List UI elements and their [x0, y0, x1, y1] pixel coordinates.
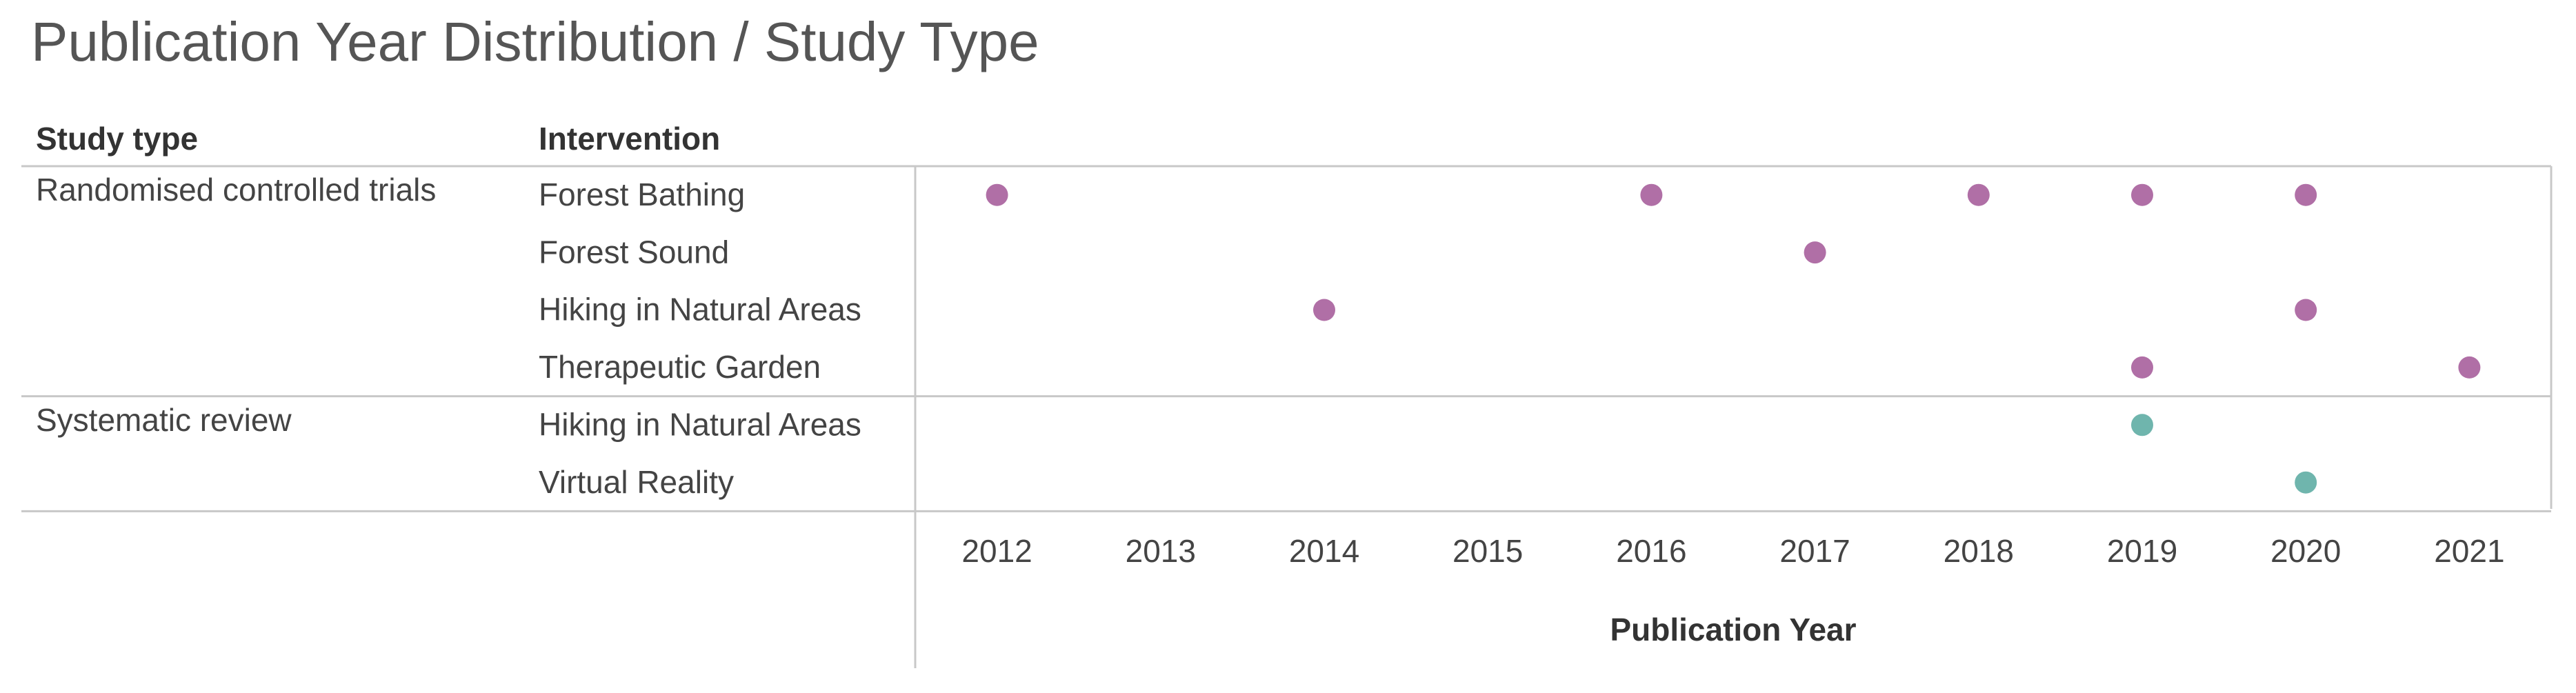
x-tick-label: 2016 — [1616, 533, 1686, 569]
column-header: Intervention — [539, 121, 720, 157]
dot — [986, 183, 1008, 206]
group-label: Systematic review — [36, 402, 292, 438]
dot — [1804, 241, 1826, 264]
x-tick-label: 2013 — [1126, 533, 1196, 569]
x-tick-label: 2015 — [1452, 533, 1523, 569]
dot — [2295, 299, 2317, 321]
x-tick-label: 2020 — [2270, 533, 2341, 569]
dot — [1640, 183, 1663, 206]
row-label: Forest Bathing — [539, 177, 745, 212]
x-tick-label: 2014 — [1289, 533, 1359, 569]
x-tick-label: 2012 — [961, 533, 1032, 569]
x-tick-label: 2019 — [2107, 533, 2177, 569]
row-label: Hiking in Natural Areas — [539, 406, 861, 442]
dot — [2131, 183, 2153, 206]
row-label: Forest Sound — [539, 234, 729, 270]
row-label: Therapeutic Garden — [539, 349, 821, 385]
chart-title: Publication Year Distribution / Study Ty… — [31, 11, 1039, 72]
group-label: Randomised controlled trials — [36, 172, 436, 208]
x-axis-title: Publication Year — [1610, 612, 1856, 647]
dot — [1967, 183, 1990, 206]
dot — [2458, 356, 2481, 379]
row-label: Hiking in Natural Areas — [539, 292, 861, 328]
row-label: Virtual Reality — [539, 464, 734, 500]
dot — [2295, 183, 2317, 206]
x-tick-label: 2018 — [1944, 533, 2014, 569]
dot — [2295, 471, 2317, 494]
x-tick-label: 2021 — [2434, 533, 2504, 569]
dot — [1313, 299, 1335, 321]
dot — [2131, 356, 2153, 379]
dot — [2131, 414, 2153, 436]
column-header: Study type — [36, 121, 198, 157]
x-tick-label: 2017 — [1779, 533, 1850, 569]
